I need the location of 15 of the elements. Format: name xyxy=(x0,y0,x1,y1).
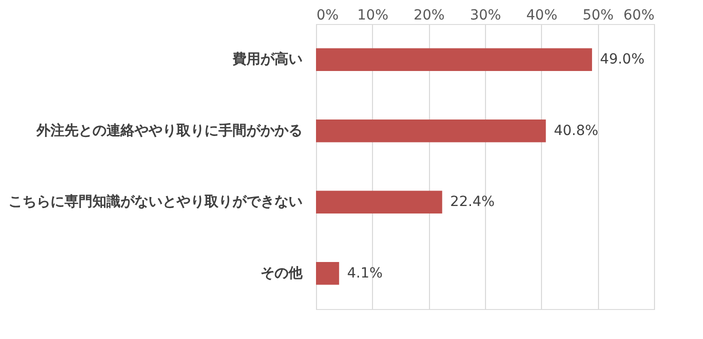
x-tick-label: 20% xyxy=(414,8,445,24)
y-tick-label: 費用が高い xyxy=(232,50,302,68)
data-label: 4.1% xyxy=(347,265,383,282)
y-tick-label: その他 xyxy=(260,265,304,282)
x-tick-label: 0% xyxy=(316,8,339,24)
data-label: 49.0% xyxy=(600,52,645,68)
data-label: 40.8% xyxy=(554,122,598,139)
y-tick-label: こちらに専門知識がないとやり取りができない xyxy=(8,193,302,210)
x-tick-label: 40% xyxy=(526,8,558,24)
x-tick-label: 10% xyxy=(357,8,388,24)
x-tick-label: 50% xyxy=(582,8,614,24)
data-label: 22.4% xyxy=(450,194,495,210)
x-tick-label: 60% xyxy=(623,8,654,24)
x-tick-label: 30% xyxy=(470,8,502,24)
y-tick-label: 外注先との連絡ややり取りに手間がかかる xyxy=(36,122,302,139)
